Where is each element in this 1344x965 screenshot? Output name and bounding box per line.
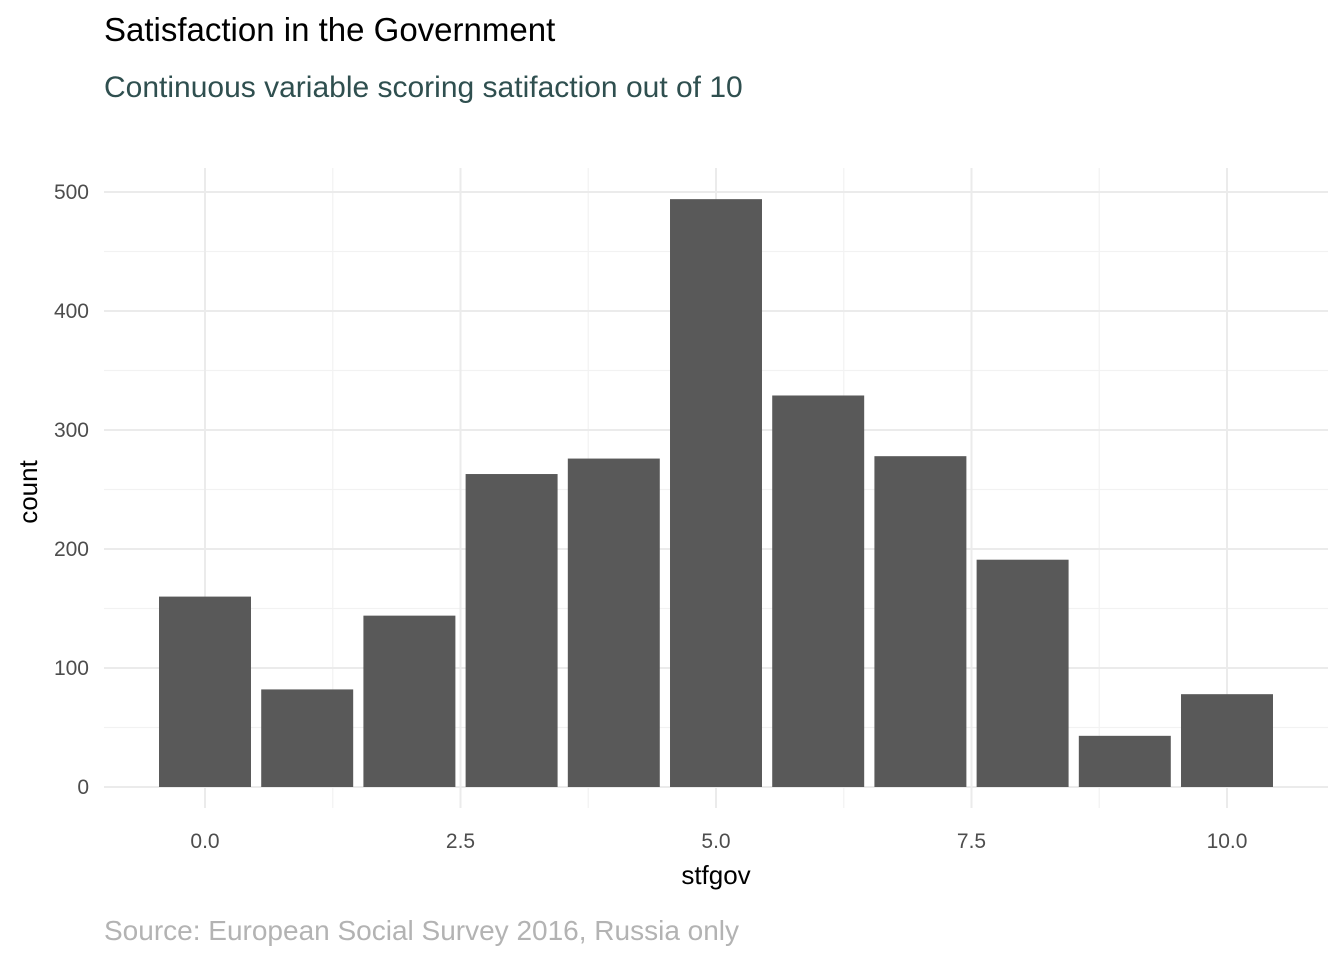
x-tick-label: 2.5 — [446, 830, 475, 853]
chart-caption: Source: European Social Survey 2016, Rus… — [104, 915, 739, 946]
bar-6 — [772, 395, 865, 787]
bar-9 — [1078, 735, 1171, 787]
bar-4 — [567, 458, 660, 787]
bar-10 — [1181, 694, 1273, 787]
chart-title: Satisfaction in the Government — [104, 11, 555, 48]
bar-5 — [670, 199, 762, 787]
bar-0 — [159, 596, 251, 787]
y-axis-title: count — [13, 459, 43, 523]
bar-3 — [465, 474, 558, 787]
bars — [159, 199, 1273, 787]
x-axis-title: stfgov — [681, 860, 750, 890]
y-tick-label: 400 — [54, 300, 89, 323]
x-tick-label: 10.0 — [1207, 830, 1248, 853]
y-tick-label: 100 — [54, 657, 89, 680]
tick-labels: 0 100 200 300 400 500 0.0 2.5 5.0 7.5 10.0 — [54, 181, 1247, 853]
x-tick-label: 0.0 — [190, 830, 219, 853]
y-tick-label: 300 — [54, 419, 89, 442]
y-tick-label: 200 — [54, 538, 89, 561]
bar-2 — [363, 615, 456, 787]
bar-1 — [261, 689, 354, 787]
x-tick-label: 5.0 — [701, 830, 730, 853]
bar-7 — [874, 456, 967, 787]
bar-8 — [976, 559, 1069, 787]
chart-subtitle: Continuous variable scoring satifaction … — [104, 71, 743, 104]
x-tick-label: 7.5 — [957, 830, 986, 853]
y-tick-label: 0 — [77, 776, 89, 799]
y-tick-label: 500 — [54, 181, 89, 204]
